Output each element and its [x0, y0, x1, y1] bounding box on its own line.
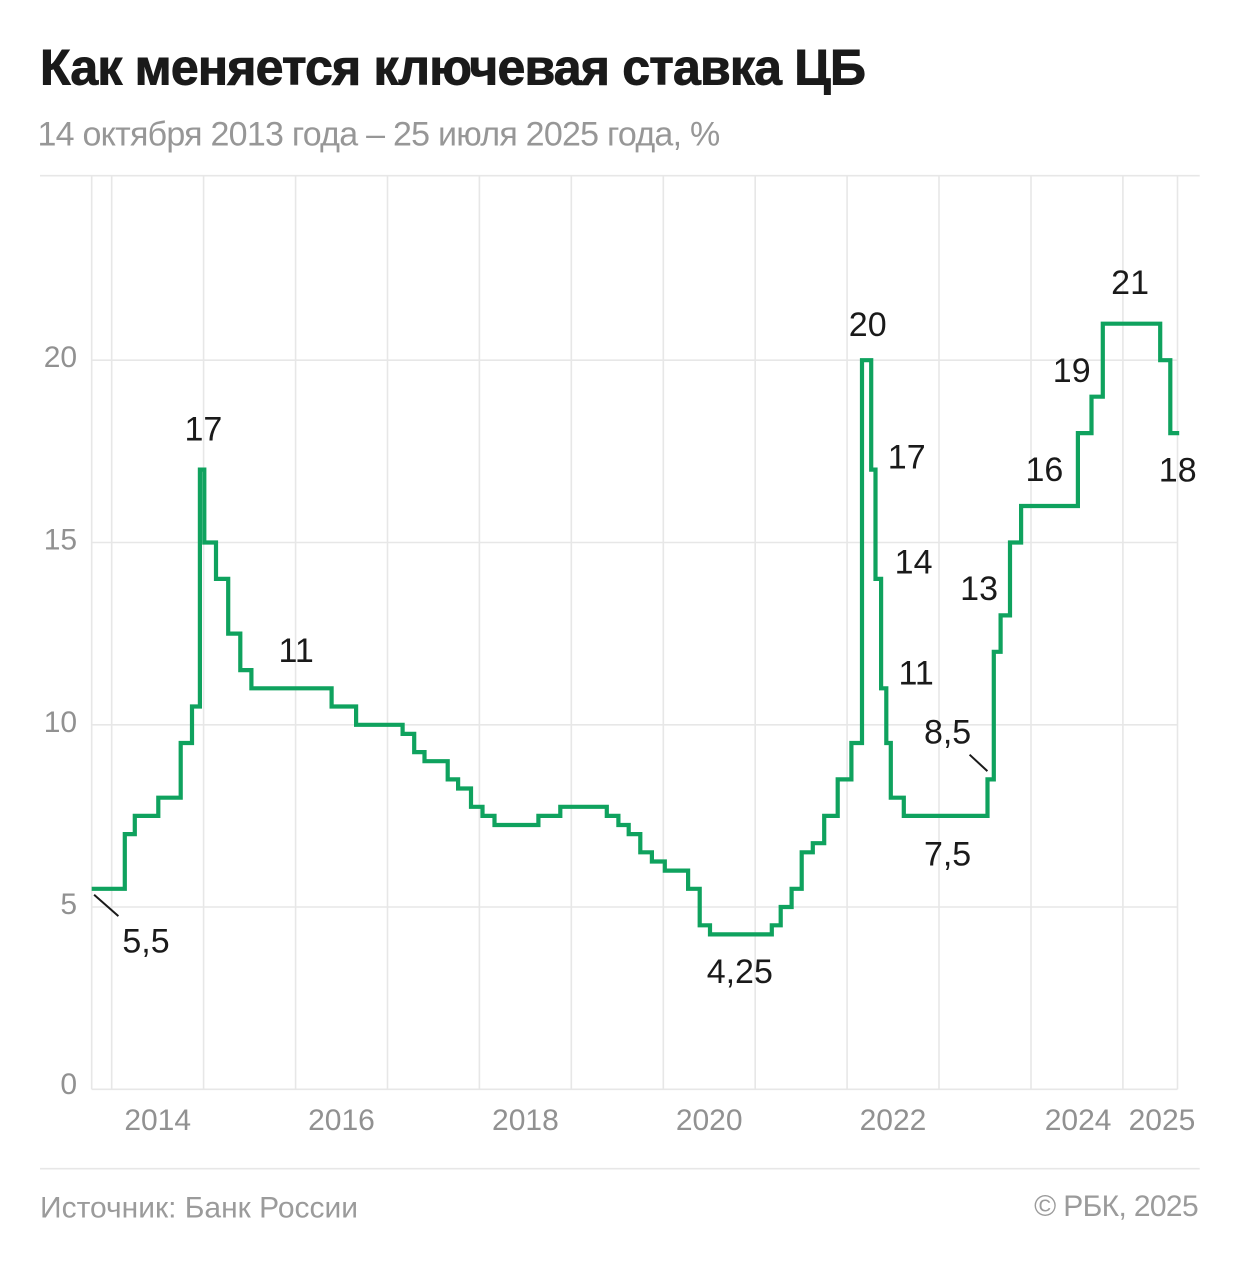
svg-text:2022: 2022: [860, 1104, 927, 1137]
svg-text:2016: 2016: [308, 1104, 375, 1137]
svg-text:2025: 2025: [1129, 1104, 1196, 1137]
svg-text:2024: 2024: [1045, 1104, 1112, 1137]
svg-text:© РБК, 2025: © РБК, 2025: [1034, 1190, 1198, 1223]
svg-text:Как меняется ключевая ставка Ц: Как меняется ключевая ставка ЦБ: [40, 39, 865, 95]
svg-text:15: 15: [44, 524, 77, 557]
svg-text:14: 14: [895, 543, 933, 581]
svg-text:16: 16: [1025, 451, 1063, 489]
svg-text:8,5: 8,5: [924, 713, 971, 751]
svg-text:2014: 2014: [124, 1104, 191, 1137]
svg-text:18: 18: [1159, 451, 1197, 489]
svg-text:2020: 2020: [676, 1104, 743, 1137]
svg-text:2018: 2018: [492, 1104, 559, 1137]
svg-text:7,5: 7,5: [924, 836, 971, 874]
svg-text:11: 11: [899, 655, 934, 693]
svg-text:20: 20: [44, 341, 77, 374]
svg-text:4,25: 4,25: [707, 953, 773, 991]
svg-text:17: 17: [184, 410, 222, 448]
svg-text:Источник: Банк России: Источник: Банк России: [40, 1192, 358, 1225]
svg-text:5,5: 5,5: [122, 922, 169, 960]
svg-text:17: 17: [888, 438, 926, 476]
svg-text:10: 10: [44, 706, 77, 739]
svg-text:14 октября 2013 года – 25 июля: 14 октября 2013 года – 25 июля 2025 года…: [38, 116, 720, 154]
svg-text:13: 13: [960, 570, 998, 608]
svg-text:0: 0: [60, 1068, 77, 1101]
svg-text:5: 5: [60, 888, 77, 921]
svg-text:19: 19: [1053, 352, 1091, 390]
svg-text:11: 11: [279, 632, 314, 670]
svg-text:21: 21: [1111, 264, 1149, 302]
svg-text:20: 20: [849, 306, 887, 344]
